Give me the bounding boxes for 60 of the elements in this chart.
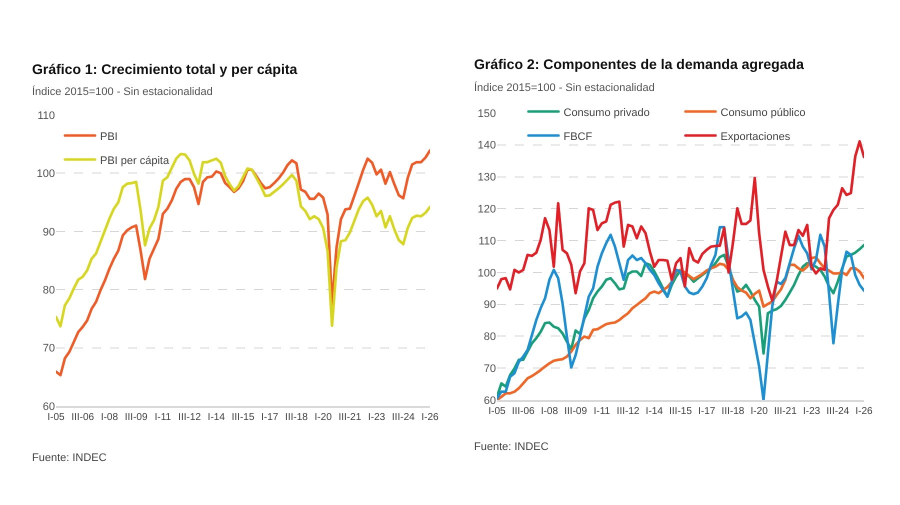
legend-label: Consumo privado [564, 106, 650, 119]
y-tick-label: 60 [42, 400, 55, 413]
x-tick-label: I-26 [855, 406, 874, 417]
chart-title: Gráfico 2: Componentes de la demanda agregada [474, 56, 804, 72]
source-note: Fuente: INDEC [474, 441, 549, 453]
x-tick-label: III-06 [512, 406, 536, 417]
y-tick-label: 140 [478, 140, 496, 152]
legend-label: PBI [100, 130, 118, 143]
x-tick-label: I-17 [698, 406, 716, 417]
line-series [56, 152, 430, 328]
legend-label: FBCF [564, 130, 592, 143]
y-tick-label: 100 [478, 267, 496, 280]
x-tick-label: III-09 [124, 412, 148, 423]
y-tick-label: 90 [42, 226, 55, 238]
x-tick-label: I-11 [594, 406, 611, 417]
x-tick-label: I-05 [488, 406, 506, 417]
x-tick-label: I-17 [261, 412, 279, 423]
x-tick-label: I-08 [100, 412, 118, 423]
x-tick-label: I-14 [646, 406, 664, 417]
x-tick-label: III-18 [722, 406, 745, 417]
y-tick-label: 130 [478, 172, 496, 184]
legend-label: Exportaciones [720, 130, 791, 143]
x-tick-label: III-15 [232, 412, 255, 423]
x-tick-label: I-23 [802, 406, 821, 417]
y-tick-label: 90 [484, 299, 496, 312]
x-tick-label: III-21 [338, 412, 362, 423]
x-tick-label: I-11 [154, 412, 172, 423]
x-tick-label: III-12 [178, 412, 202, 423]
x-tick-label: III-24 [826, 406, 850, 417]
y-tick-label: 120 [478, 204, 496, 216]
legend-label: PBI per cápita [100, 154, 170, 167]
x-tick-label: I-08 [540, 406, 558, 417]
y-tick-label: 110 [478, 235, 496, 248]
x-tick-label: I-26 [421, 412, 440, 423]
x-tick-label: I-14 [208, 412, 226, 423]
x-tick-label: III-06 [71, 412, 95, 423]
x-tick-label: III-09 [564, 406, 588, 417]
y-tick-label: 80 [42, 284, 55, 296]
y-tick-label: 150 [478, 108, 496, 120]
x-tick-label: I-20 [750, 406, 768, 417]
y-tick-label: 110 [37, 110, 55, 122]
x-tick-label: I-20 [314, 412, 332, 423]
y-tick-label: 70 [42, 342, 55, 355]
y-tick-label: 70 [484, 362, 496, 375]
y-tick-label: 60 [484, 394, 496, 407]
source-note: Fuente: INDEC [32, 452, 107, 464]
x-tick-label: III-18 [285, 412, 308, 423]
line-series [56, 149, 430, 376]
chart-subtitle: Índice 2015=100 - Sin estacionalidad [474, 81, 655, 94]
x-tick-label: III-21 [774, 406, 798, 417]
x-tick-label: III-12 [616, 406, 640, 417]
chart-title: Gráfico 1: Crecimiento total y per cápita [32, 61, 298, 77]
x-tick-label: III-24 [392, 412, 416, 423]
chart-subtitle: Índice 2015=100 - Sin estacionalidad [32, 85, 213, 98]
x-tick-label: III-15 [669, 406, 692, 417]
legend-label: Consumo público [720, 106, 806, 119]
y-tick-label: 100 [36, 168, 55, 180]
x-tick-label: I-05 [47, 412, 66, 423]
x-tick-label: I-23 [368, 412, 386, 423]
y-tick-label: 80 [484, 331, 496, 344]
